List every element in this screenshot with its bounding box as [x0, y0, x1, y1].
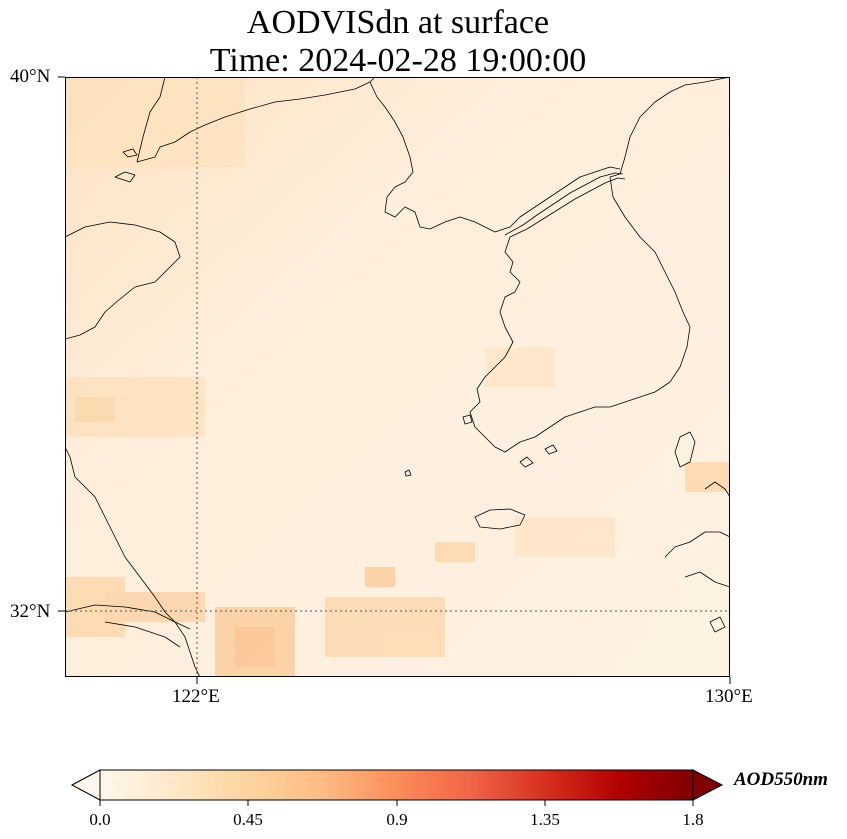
map-panel [65, 77, 730, 677]
lat-label-32n: 32°N [10, 601, 51, 622]
colorbar-tick-0: 0.0 [89, 810, 111, 829]
map-frame [65, 77, 730, 677]
colorbar-extend-max [692, 769, 724, 801]
colorbar-label: AOD550nm [734, 769, 828, 790]
coastlines [65, 77, 730, 677]
colorbar-tick-2: 0.9 [386, 810, 408, 829]
colorbar-gradient [100, 770, 693, 800]
lat-label-40n: 40°N [10, 66, 51, 87]
aod-field-plumes [65, 77, 730, 677]
gridlines [65, 77, 730, 677]
colorbar-tick-4: 1.8 [682, 810, 704, 829]
colorbar-extend-min [70, 769, 101, 801]
colorbar-tick-3: 1.35 [530, 810, 560, 829]
lon-label-130e: 130°E [705, 686, 753, 707]
colorbar-tick-1: 0.45 [233, 810, 263, 829]
lon-label-122e: 122°E [172, 686, 220, 707]
plot-subtitle-time: Time: 2024-02-28 19:00:00 [209, 42, 587, 79]
plot-title: AODVISdn at surface [246, 4, 550, 41]
colorbar [70, 769, 724, 806]
